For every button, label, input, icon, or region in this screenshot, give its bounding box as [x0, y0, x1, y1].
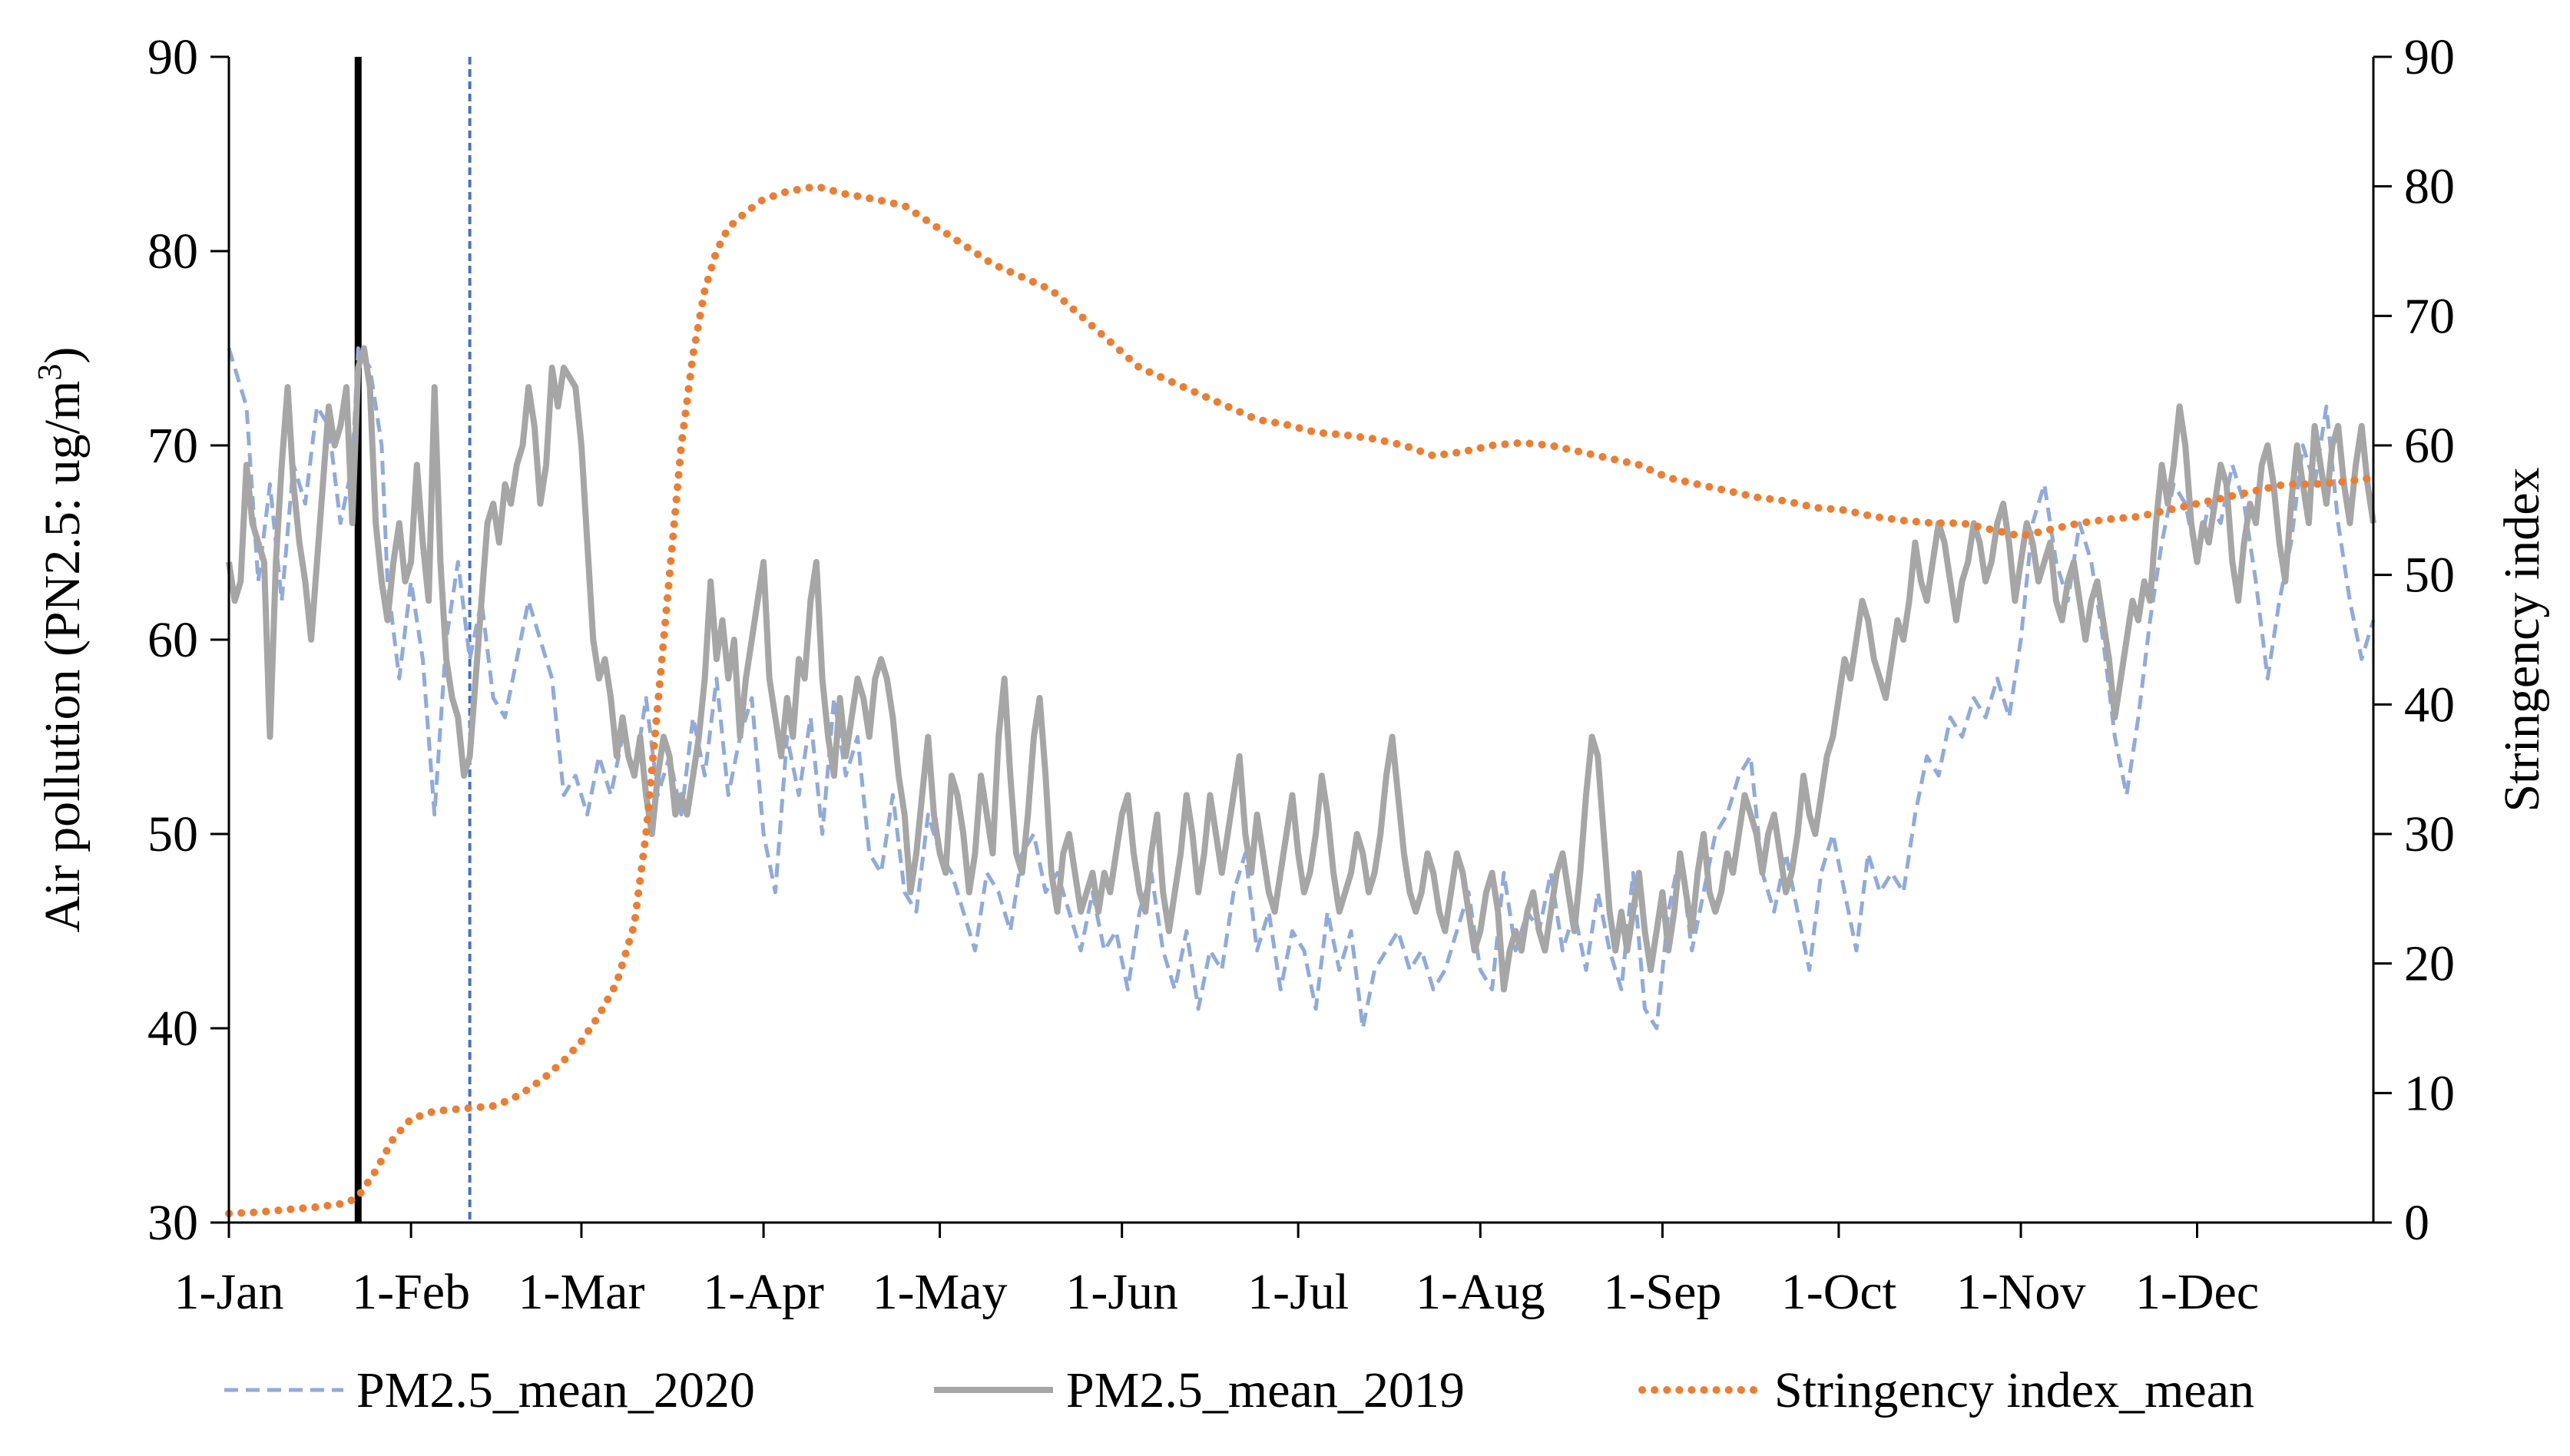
x-tick-label: 1-Sep: [1603, 1264, 1721, 1320]
right-tick-label: 90: [2404, 29, 2455, 85]
right-tick-label: 50: [2404, 548, 2455, 604]
left-axis-title: Air pollution (PN2.5: ug/m3): [31, 347, 91, 933]
series-line-0: [227, 346, 2376, 1031]
legend-label-2: Stringency index_mean: [1774, 1362, 2254, 1418]
x-tick-label: 1-Apr: [703, 1264, 824, 1320]
x-tick-label: 1-Aug: [1416, 1264, 1545, 1320]
right-tick-label: 30: [2404, 806, 2455, 862]
x-tick-label: 1-Mar: [518, 1264, 644, 1320]
vertical-markers: [354, 57, 472, 1223]
series-lines: [225, 182, 2377, 1218]
x-tick-label: 1-Dec: [2135, 1264, 2259, 1320]
x-tick-label: 1-Jun: [1065, 1264, 1178, 1320]
right-tick-label: 80: [2404, 159, 2455, 215]
right-tick-label: 60: [2404, 418, 2455, 474]
x-tick-label: 1-Feb: [352, 1264, 470, 1320]
series-line-2: [225, 182, 2377, 1218]
right-tick-label: 70: [2404, 288, 2455, 344]
series-line-1: [226, 345, 2376, 993]
right-tick-label: 0: [2404, 1195, 2429, 1251]
right-tick-label: 10: [2404, 1065, 2455, 1121]
left-axis-title-sup: 3: [31, 364, 68, 381]
left-tick-label: 70: [147, 418, 198, 474]
legend: PM2.5_mean_2020 PM2.5_mean_2019 Stringency…: [224, 1362, 2254, 1418]
left-tick-label: 80: [147, 223, 198, 280]
left-tick-label: 30: [147, 1195, 198, 1251]
right-axis-title: Stringency index: [2494, 467, 2550, 812]
legend-label-0: PM2.5_mean_2020: [356, 1362, 755, 1418]
axes: 30 40 50 60 70 80 90 0 10 20 30 40 50 60 70 80 90 1-Jan 1-…: [31, 29, 2551, 1320]
left-axis-title-main: Air pollution (PN2.5: ug/m: [35, 381, 91, 933]
left-tick-label: 40: [147, 1001, 198, 1057]
x-tick-label: 1-Jan: [174, 1264, 284, 1320]
x-tick-label: 1-Jul: [1247, 1264, 1349, 1320]
left-tick-label: 50: [147, 806, 198, 862]
right-tick-label: 20: [2404, 936, 2455, 992]
left-tick-label: 90: [147, 29, 198, 85]
left-axis-title-close: ): [35, 347, 91, 364]
x-tick-label: 1-Nov: [1956, 1264, 2086, 1320]
left-tick-label: 60: [147, 612, 198, 668]
legend-label-1: PM2.5_mean_2019: [1066, 1362, 1465, 1418]
x-tick-label: 1-May: [873, 1264, 1008, 1320]
right-tick-label: 40: [2404, 677, 2455, 733]
x-tick-label: 1-Oct: [1781, 1264, 1896, 1320]
